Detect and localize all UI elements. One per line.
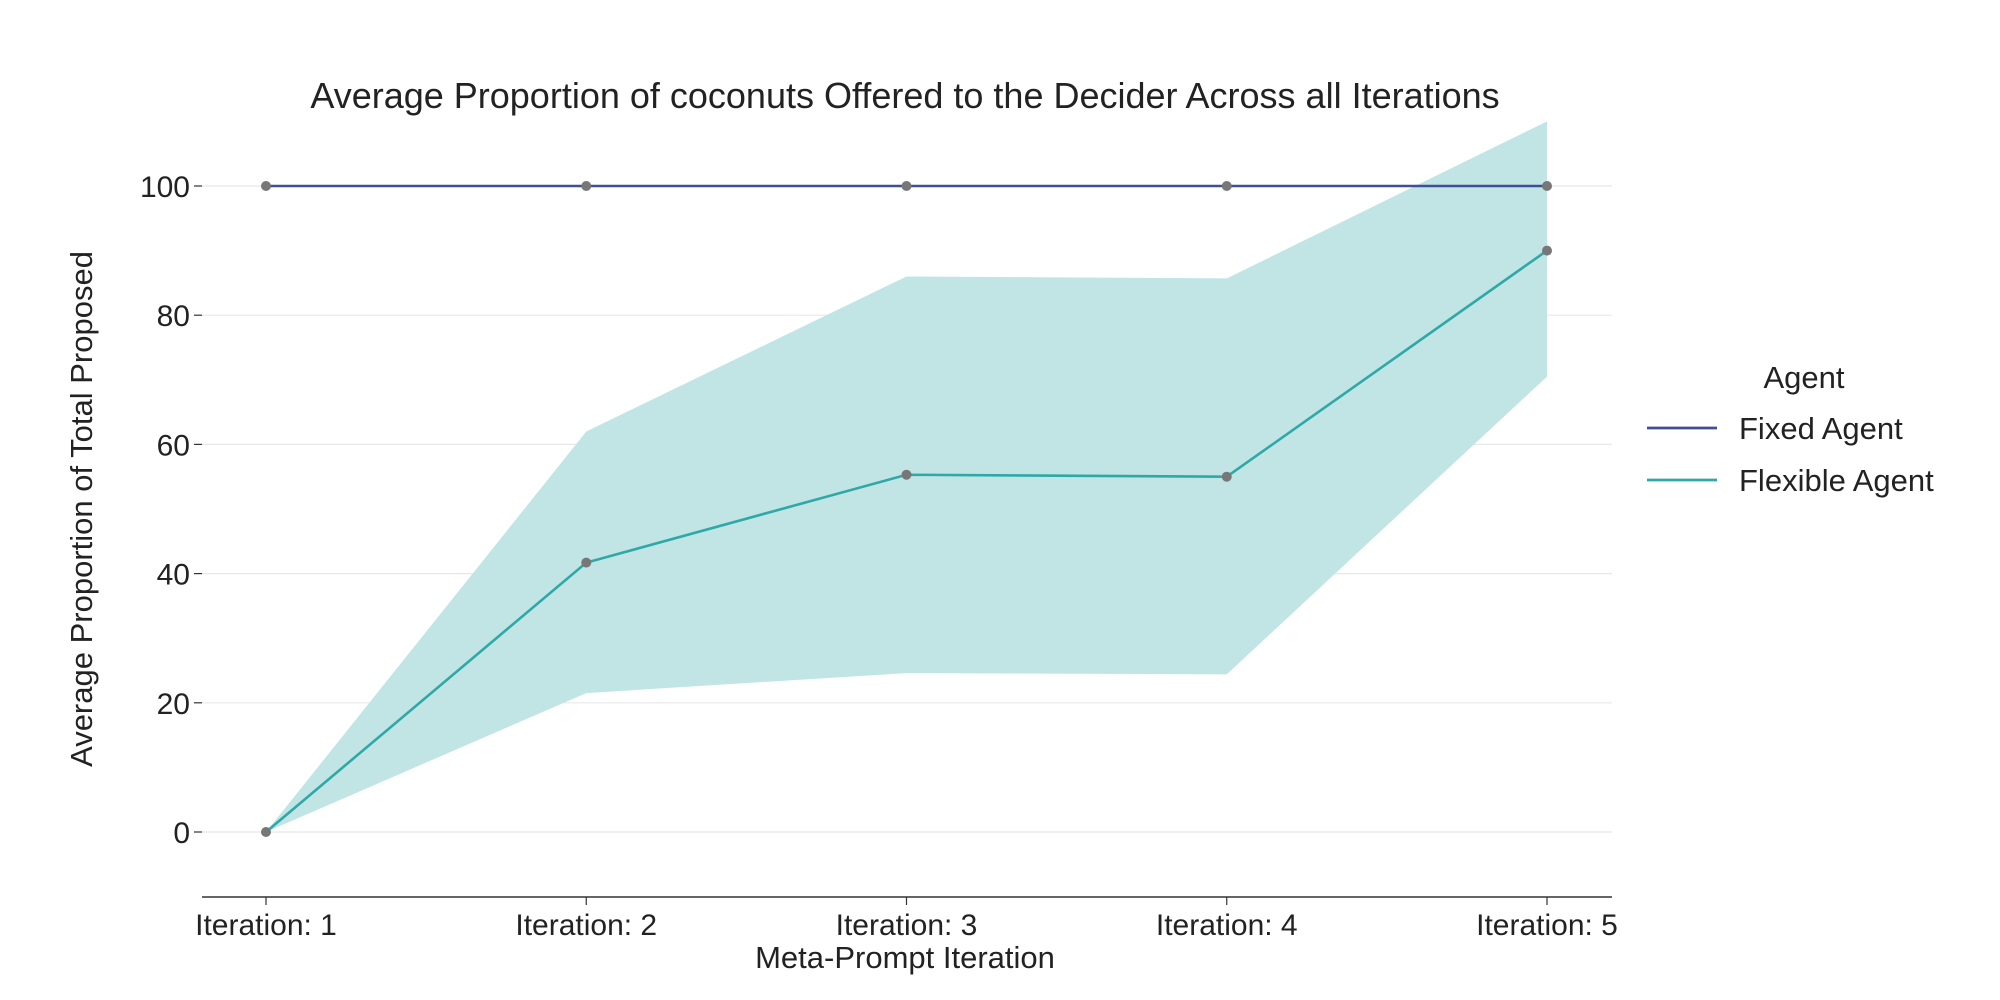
- y-tick-label: 60: [157, 429, 190, 462]
- markers-layer: [261, 181, 1552, 837]
- y-axis: 0 20 40 60 80 100: [140, 171, 202, 850]
- y-tick-label: 80: [157, 300, 190, 333]
- y-tick-label: 40: [157, 559, 190, 592]
- legend-label-fixed-agent: Fixed Agent: [1739, 411, 1903, 446]
- fixed-agent-point: [1542, 181, 1552, 191]
- flexible-agent-point: [261, 827, 271, 837]
- x-tick-label: Iteration: 2: [515, 909, 657, 942]
- flexible-agent-point: [1221, 471, 1232, 482]
- legend: Agent Fixed Agent Flexible Agent: [1647, 360, 1934, 498]
- y-axis-label: Average Proportion of Total Proposed: [64, 251, 99, 767]
- fixed-agent-point: [581, 181, 592, 191]
- y-tick-label: 100: [140, 171, 190, 204]
- x-tick-label: Iteration: 4: [1156, 909, 1298, 942]
- x-tick-label: Iteration: 1: [195, 909, 337, 942]
- y-tick-label: 0: [173, 817, 190, 850]
- chart-title: Average Proportion of coconuts Offered t…: [310, 75, 1499, 116]
- flexible-agent-point: [901, 469, 912, 480]
- x-axis: Iteration: 1 Iteration: 2 Iteration: 3 Iter…: [195, 897, 1618, 942]
- legend-label-flexible-agent: Flexible Agent: [1739, 463, 1934, 498]
- flexible-agent-point: [581, 557, 592, 568]
- x-tick-label: Iteration: 3: [836, 909, 978, 942]
- legend-title: Agent: [1763, 360, 1844, 395]
- flexible-agent-point: [1542, 245, 1552, 256]
- x-axis-label: Meta-Prompt Iteration: [755, 940, 1055, 975]
- x-tick-label: Iteration: 5: [1476, 909, 1618, 942]
- fixed-agent-point: [261, 181, 271, 191]
- y-tick-label: 20: [157, 688, 190, 721]
- fixed-agent-point: [1221, 181, 1232, 191]
- fixed-agent-point: [901, 181, 912, 191]
